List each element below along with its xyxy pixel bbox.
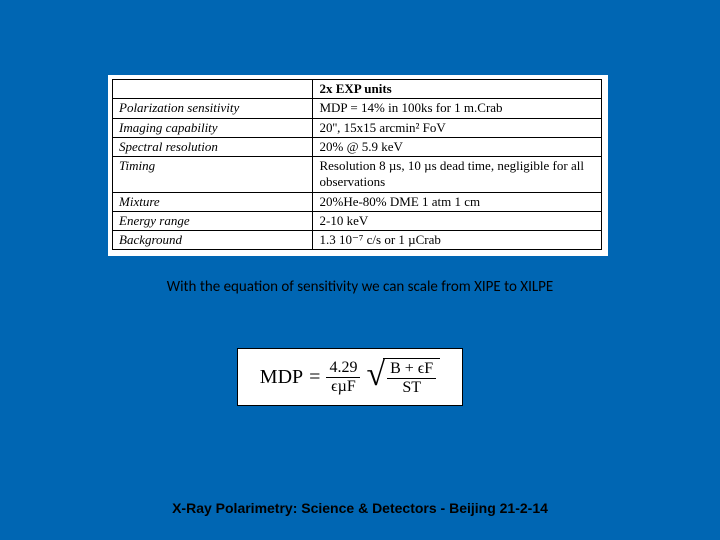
eq-radicand: B + ϵF ST	[383, 358, 440, 396]
value-cell: 1.3 10⁻⁷ c/s or 1 µCrab	[313, 231, 602, 250]
eq-frac1-num: 4.29	[326, 360, 360, 378]
eq-sqrt: √ B + ϵF ST	[366, 358, 440, 396]
eq-frac2-den: ST	[399, 379, 424, 396]
value-cell: MDP = 14% in 100ks for 1 m.Crab	[313, 99, 602, 118]
value-cell: 20%He-80% DME 1 atm 1 cm	[313, 192, 602, 211]
value-cell: 20% @ 5.9 keV	[313, 137, 602, 156]
eq-frac1: 4.29 ϵµF	[326, 360, 360, 395]
table-row: Imaging capability 20'', 15x15 arcmin² F…	[113, 118, 602, 137]
caption-text: With the equation of sensitivity we can …	[0, 278, 720, 296]
table-row: Spectral resolution 20% @ 5.9 keV	[113, 137, 602, 156]
eq-frac2-num: B + ϵF	[387, 361, 436, 379]
mdp-equation: MDP = 4.29 ϵµF √ B + ϵF ST	[260, 358, 440, 396]
table-row: Background 1.3 10⁻⁷ c/s or 1 µCrab	[113, 231, 602, 250]
value-cell: Resolution 8 µs, 10 µs dead time, neglig…	[313, 157, 602, 193]
param-cell: Polarization sensitivity	[113, 99, 313, 118]
eq-frac2: B + ϵF ST	[387, 361, 436, 396]
eq-sign: =	[309, 366, 320, 389]
param-cell: Background	[113, 231, 313, 250]
eq-lhs: MDP	[260, 366, 303, 389]
param-cell: Imaging capability	[113, 118, 313, 137]
slide-footer: X-Ray Polarimetry: Science & Detectors -…	[0, 500, 720, 516]
equation-box: MDP = 4.29 ϵµF √ B + ϵF ST	[237, 348, 463, 406]
param-cell: Timing	[113, 157, 313, 193]
table-row: Energy range 2-10 keV	[113, 211, 602, 230]
spec-table: 2x EXP units Polarization sensitivity MD…	[112, 79, 602, 250]
header-right: 2x EXP units	[313, 80, 602, 99]
value-cell: 2-10 keV	[313, 211, 602, 230]
header-left	[113, 80, 313, 99]
table-row: Polarization sensitivity MDP = 14% in 10…	[113, 99, 602, 118]
eq-frac1-den: ϵµF	[328, 378, 359, 395]
value-cell: 20'', 15x15 arcmin² FoV	[313, 118, 602, 137]
table-header-row: 2x EXP units	[113, 80, 602, 99]
table-row: Timing Resolution 8 µs, 10 µs dead time,…	[113, 157, 602, 193]
param-cell: Spectral resolution	[113, 137, 313, 156]
spec-table-container: 2x EXP units Polarization sensitivity MD…	[108, 75, 608, 256]
table-row: Mixture 20%He-80% DME 1 atm 1 cm	[113, 192, 602, 211]
param-cell: Energy range	[113, 211, 313, 230]
param-cell: Mixture	[113, 192, 313, 211]
